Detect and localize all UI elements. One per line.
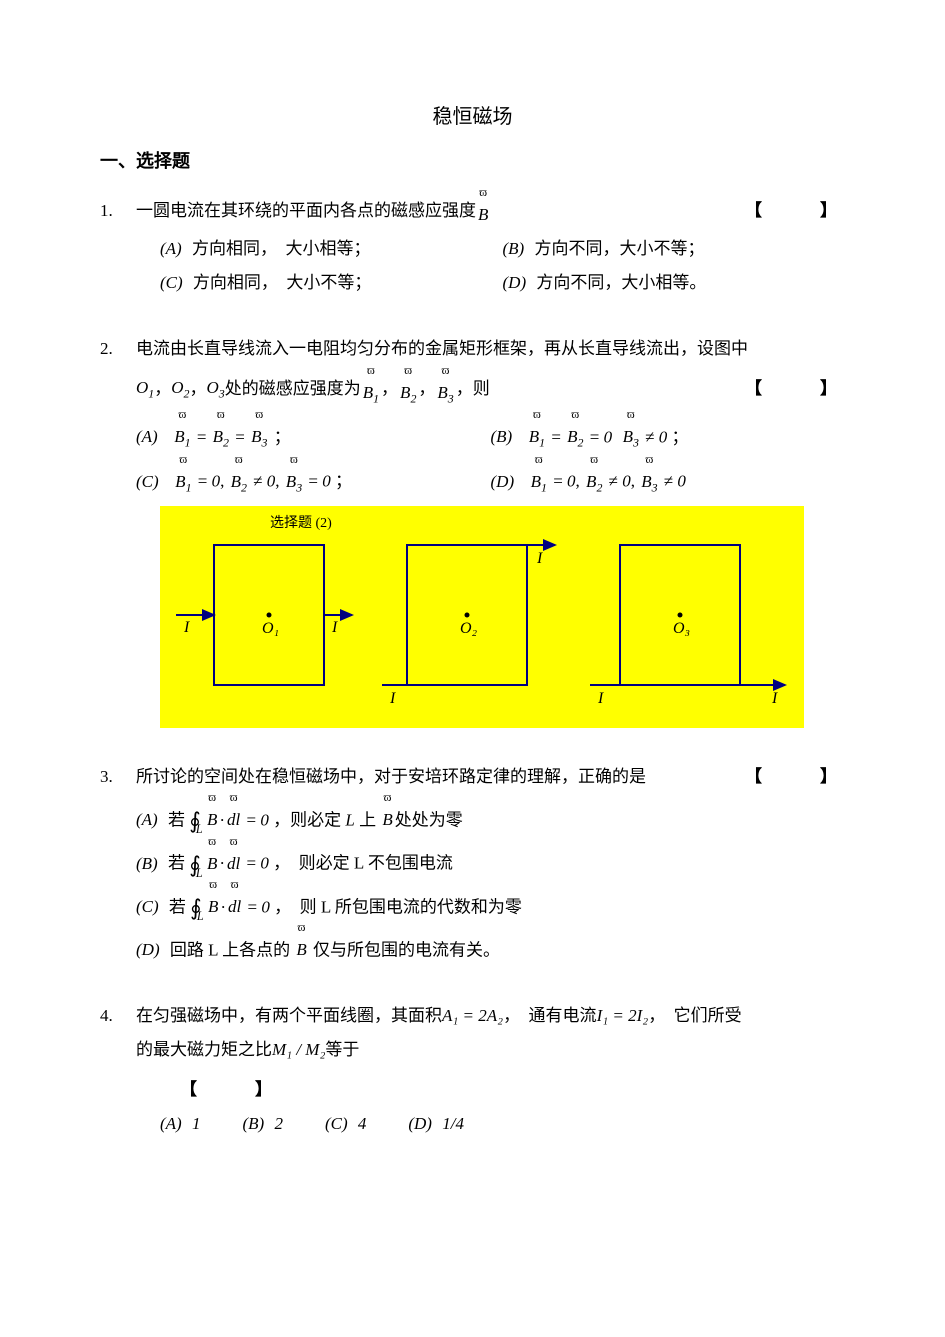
q1-optB-text: 方向不同，大小不等； — [534, 239, 704, 258]
page: 稳恒磁场 一、选择题 1. 一圆电流在其环绕的平面内各点的磁感应强度 B 【 】… — [0, 0, 945, 1337]
q2-stem2-pre: 处的磁感应强度为 — [225, 372, 361, 406]
svg-text:O₁: O₁ — [262, 620, 279, 637]
svg-text:I: I — [597, 690, 604, 707]
q4-answer-bracket: 【 】 — [180, 1080, 280, 1099]
q1-optB-label: (B) — [503, 239, 525, 258]
page-title: 稳恒磁场 — [100, 100, 845, 129]
q3-stem: 所讨论的空间处在稳恒磁场中，对于安培环路定律的理解，正确的是 — [136, 760, 646, 794]
q1-option-D: (D) 方向不同，大小相等。 — [503, 266, 846, 300]
q1-options-row-1: (A) 方向相同， 大小相等； (B) 方向不同，大小不等； — [100, 232, 845, 266]
q2-number: 2. — [100, 332, 136, 366]
q3-option-D: (D) 回路 L 上各点的 B 仅与所包围的电流有关。 — [100, 924, 845, 967]
q1-stem-row: 1. 一圆电流在其环绕的平面内各点的磁感应强度 B 【 】 — [100, 189, 845, 232]
q4-option-A: (A) 1 — [160, 1107, 200, 1141]
q3-stem-row: 3. 所讨论的空间处在稳恒磁场中，对于安培环路定律的理解，正确的是 【 】 — [100, 760, 845, 794]
q2-diagram-bg: 选择题 (2) I — [160, 506, 804, 728]
svg-text:O₂: O₂ — [460, 620, 478, 637]
q1-option-B: (B) 方向不同，大小不等； — [503, 232, 846, 266]
q2-option-C: (C) B1 = 0, B2 ≠ 0, B3 = 0 ； — [136, 455, 491, 500]
q2-option-A: (A) B1 = B2 = B3 ； — [136, 411, 491, 456]
q3-answer-bracket: 【 】 — [745, 760, 845, 794]
q2-options-row-2: (C) B1 = 0, B2 ≠ 0, B3 = 0 ； (D) B1 = 0,… — [100, 455, 845, 500]
section-header: 一、选择题 — [100, 147, 845, 173]
q2-diagram-label: 选择题 (2) — [270, 510, 332, 538]
q3-option-B: (B) 若 ∮L B·dl = 0 ， 则必定 L 不包围电流 — [100, 837, 845, 880]
q3-option-A: (A) 若 ∮L B·dl = 0 ，则必定 L 上 B处处为零 — [100, 794, 845, 837]
q2-stem-row-2: O1 ， O2 ， O3 处的磁感应强度为 B1， B2， B3 ，则 【 】 — [100, 366, 845, 411]
svg-text:I: I — [771, 690, 778, 707]
svg-text:I: I — [536, 550, 543, 567]
svg-text:I: I — [389, 690, 396, 707]
q1-optC-text: 方向相同， 大小不等； — [193, 273, 372, 292]
q2-panel-2: I I O₂ — [382, 530, 562, 710]
q4-answer-bracket-row: 【 】 — [100, 1073, 845, 1107]
q2-B1: B1 — [363, 366, 379, 411]
q3-option-C: (C) 若 ∮L B·dl = 0 ， 则 L 所包围电流的代数和为零 — [100, 881, 845, 924]
q4-options-row: (A) 1 (B) 2 (C) 4 (D) 1/4 — [100, 1107, 845, 1141]
q2-stem-row-1: 2. 电流由长直导线流入一电阻均匀分布的金属矩形框架，再从长直导线流出，设图中 — [100, 332, 845, 366]
q4-stem-row-1: 4. 在匀强磁场中，有两个平面线圈，其面积 A₁ = 2A₂ ， 通有电流 I₁… — [100, 999, 845, 1033]
q2-B2: B2 — [400, 366, 416, 411]
question-2: 2. 电流由长直导线流入一电阻均匀分布的金属矩形框架，再从长直导线流出，设图中 … — [100, 332, 845, 728]
q2-panel-1: I I O₁ — [174, 530, 354, 710]
q1-optC-label: (C) — [160, 273, 183, 292]
q1-answer-bracket: 【 】 — [745, 194, 845, 228]
q2-stem2-post: ，则 — [456, 372, 490, 406]
q4-area-eq: A₁ = 2A₂ — [442, 999, 503, 1033]
q1-optA-text: 方向相同， 大小相等； — [192, 239, 371, 258]
q1-optD-label: (D) — [503, 273, 527, 292]
q2-option-D: (D) B1 = 0, B2 ≠ 0, B3 ≠ 0 — [491, 455, 846, 500]
q2-B3: B3 — [437, 366, 453, 411]
q2-O1: O1 — [136, 371, 154, 406]
q1-number: 1. — [100, 194, 136, 228]
q1-optD-text: 方向不同，大小相等。 — [536, 273, 706, 292]
q4-curr-eq: I₁ = 2I₂ — [597, 999, 649, 1033]
q3-number: 3. — [100, 760, 136, 794]
q4-number: 4. — [100, 999, 136, 1033]
q4-option-D: (D) 1/4 — [408, 1107, 464, 1141]
q2-O3: O3 — [206, 371, 224, 406]
svg-text:I: I — [183, 619, 190, 636]
q4-option-C: (C) 4 — [325, 1107, 366, 1141]
q1-option-A: (A) 方向相同， 大小相等； — [160, 232, 503, 266]
svg-text:I: I — [331, 619, 338, 636]
q2-answer-bracket: 【 】 — [745, 372, 845, 406]
q1-option-C: (C) 方向相同， 大小不等； — [160, 266, 503, 300]
svg-text:O₃: O₃ — [673, 620, 690, 637]
q2-O2: O2 — [171, 371, 189, 406]
oint-icon: ∮L — [189, 854, 201, 876]
q4-ratio: M₁ / M₂ — [272, 1033, 325, 1067]
question-1: 1. 一圆电流在其环绕的平面内各点的磁感应强度 B 【 】 (A) 方向相同， … — [100, 189, 845, 300]
q4-stem-row-2: 的最大磁力矩之比 M₁ / M₂ 等于 — [100, 1033, 845, 1067]
q2-option-B: (B) B1 = B2 = 0 B3 ≠ 0 ； — [491, 411, 846, 456]
q2-panel-3: I I O₃ — [590, 530, 790, 710]
q4-option-B: (B) 2 — [242, 1107, 282, 1141]
q2-options-row-1: (A) B1 = B2 = B3 ； (B) B1 = B2 = 0 B3 ≠ … — [100, 411, 845, 456]
q2-stem-line1: 电流由长直导线流入一电阻均匀分布的金属矩形框架，再从长直导线流出，设图中 — [136, 332, 748, 366]
q1-vector-B: B — [478, 189, 488, 232]
q1-options-row-2: (C) 方向相同， 大小不等； (D) 方向不同，大小相等。 — [100, 266, 845, 300]
question-4: 4. 在匀强磁场中，有两个平面线圈，其面积 A₁ = 2A₂ ， 通有电流 I₁… — [100, 999, 845, 1141]
q2-diagram: 选择题 (2) I — [100, 506, 845, 728]
oint-icon: ∮L — [189, 810, 201, 832]
q1-stem-text: 一圆电流在其环绕的平面内各点的磁感应强度 — [136, 194, 476, 228]
oint-icon: ∮L — [190, 897, 202, 919]
q1-optA-label: (A) — [160, 239, 182, 258]
question-3: 3. 所讨论的空间处在稳恒磁场中，对于安培环路定律的理解，正确的是 【 】 (A… — [100, 760, 845, 967]
